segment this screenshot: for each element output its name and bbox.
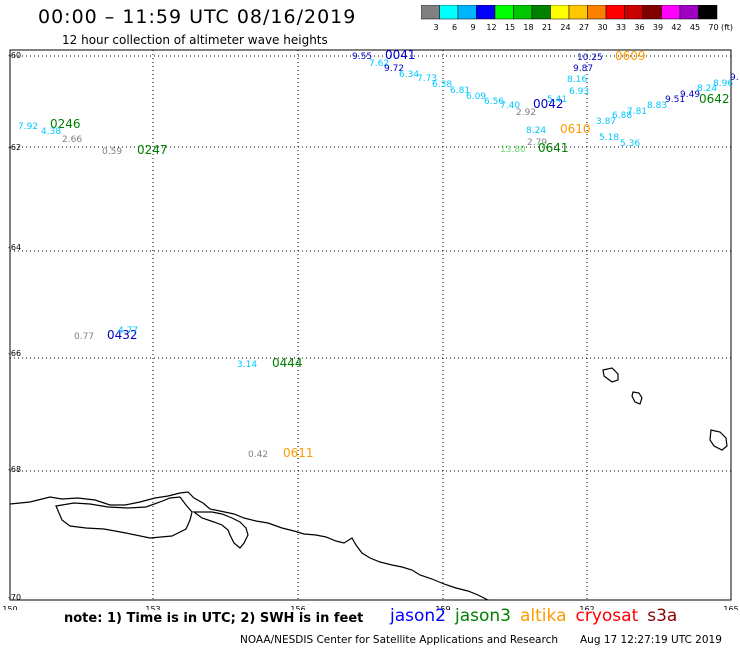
lon-tick-label: 153 <box>145 605 160 610</box>
observation-label: 6.93 <box>569 87 589 97</box>
island-outline <box>709 429 728 451</box>
lon-tick-label: 150 <box>2 605 17 610</box>
observation-label: 7.92 <box>18 122 38 132</box>
observation-label: 6.88 <box>612 111 632 121</box>
page-title: 00:00 – 11:59 UTC 08/16/2019 <box>38 6 357 28</box>
island-outline <box>602 367 619 383</box>
observation-label: 9.51 <box>665 95 685 105</box>
observation-label: 8.83 <box>647 101 667 111</box>
colorbar: 3 6 9 12 15 18 21 24 27 30 33 36 39 42 45 70 (ft) <box>421 5 733 32</box>
observation-label: 0.42 <box>248 450 268 460</box>
lon-tick-label: 156 <box>290 605 305 610</box>
colorbar-tick-label: 3 <box>433 23 438 32</box>
page-subtitle: 12 hour collection of altimeter wave hei… <box>62 33 328 47</box>
observation-label: 0641 <box>538 141 569 155</box>
lon-tick-label: 159 <box>435 605 450 610</box>
observation-label: 8.96 <box>713 79 733 89</box>
lat-tick-label: -62 <box>8 143 21 152</box>
observation-label: 4.38 <box>41 127 61 137</box>
observation-label: 7.40 <box>500 101 520 111</box>
map-frame <box>9 49 732 601</box>
colorbar-tick-label: 18 <box>523 23 533 32</box>
observation-label: 13.80 <box>500 145 526 155</box>
lat-tick-label: -64 <box>8 243 21 252</box>
colorbar-tick-label: 9 <box>470 23 475 32</box>
colorbar-tick-label: 24 <box>560 23 570 32</box>
legend-s3a: s3a <box>647 606 678 626</box>
colorbar-tick-label: 21 <box>542 23 552 32</box>
observation-label: 9.49 <box>680 90 700 100</box>
observation-label: 10.25 <box>577 53 603 63</box>
observation-label: 0042 <box>533 97 564 111</box>
colorbar-tick-label: 27 <box>579 23 589 32</box>
observation-label: 0444 <box>272 356 303 370</box>
observation-label: 7.81 <box>627 107 647 117</box>
colorbar-tick-label: 39 <box>653 23 663 32</box>
observation-label: 0642 <box>699 92 730 106</box>
map-plot: -60 -62 -64 -66 -68 -70 150 153 156 159 162 165 9.55… <box>2 48 739 610</box>
coastline <box>9 491 489 601</box>
observation-label: 6.34 <box>399 70 419 80</box>
observation-label: 0609 <box>615 49 646 63</box>
observation-label: 8.24 <box>697 84 717 94</box>
observation-label: 0.77 <box>74 332 94 342</box>
colorbar-tick-label: 42 <box>671 23 681 32</box>
observation-label: 8.24 <box>526 126 546 136</box>
lat-tick-label: -70 <box>8 593 21 602</box>
observation-label: 2.66 <box>62 135 82 145</box>
lat-tick-label: -66 <box>8 349 21 358</box>
observation-label: 9.72 <box>384 64 404 74</box>
observation-label: 3.87 <box>596 117 616 127</box>
legend-altika: altika <box>520 606 567 626</box>
observation-label: 6.38 <box>432 80 452 90</box>
legend-jason2: jason2 <box>390 606 446 626</box>
observation-label: 3.14 <box>237 360 257 370</box>
lat-tick-label: -68 <box>8 465 21 474</box>
observation-label: 0041 <box>385 48 416 62</box>
observation-label: 7.73 <box>417 74 437 84</box>
legend-cryosat: cryosat <box>575 606 639 626</box>
observation-label: 0611 <box>283 446 314 460</box>
colorbar-tick-label: 6 <box>452 23 457 32</box>
observation-label: 0610 <box>560 122 591 136</box>
observation-label: 5.18 <box>599 133 619 143</box>
observation-label: 9.87 <box>573 64 593 74</box>
legend-jason3: jason3 <box>455 606 511 626</box>
colorbar-tick-label: 33 <box>616 23 626 32</box>
observation-label: 6.56 <box>484 97 504 107</box>
credits-source: NOAA/NESDIS Center for Satellite Applica… <box>240 634 558 646</box>
satellite-legend: jason2 jason3 altika cryosat s3a <box>390 606 686 626</box>
observation-label: 8.16 <box>567 75 587 85</box>
observation-label: 2.92 <box>516 108 536 118</box>
colorbar-tick-label: 36 <box>634 23 644 32</box>
observation-label: 2.79 <box>527 138 547 148</box>
observation-label: 4.77 <box>118 326 138 336</box>
ice-shelf-outline <box>55 496 193 539</box>
island-outline <box>631 391 643 405</box>
observation-label: 0.59 <box>102 147 122 157</box>
colorbar-swatch <box>698 5 718 20</box>
colorbar-tick-label: 45 <box>690 23 700 32</box>
observation-label: 5.36 <box>620 139 640 149</box>
colorbar-tick-label: 15 <box>505 23 515 32</box>
colorbar-tick-label: 70 <box>708 23 718 32</box>
observation-label: 7.62 <box>369 59 389 69</box>
observation-label: 0246 <box>50 117 81 131</box>
observation-label: 9.55 <box>352 52 372 62</box>
observation-label: 5.41 <box>547 95 567 105</box>
observation-label: 9. <box>730 73 739 83</box>
lon-tick-label: 165 <box>723 605 738 610</box>
lat-tick-label: -60 <box>8 51 21 60</box>
observation-label: 6.81 <box>450 86 470 96</box>
credits-timestamp: Aug 17 12:27:19 UTC 2019 <box>580 634 722 646</box>
observation-label: 6.09 <box>466 92 486 102</box>
observation-label: 0247 <box>137 143 168 157</box>
lon-tick-label: 162 <box>579 605 594 610</box>
colorbar-tick-label: 12 <box>486 23 496 32</box>
footnote: note: 1) Time is in UTC; 2) SWH is in fe… <box>64 611 364 626</box>
observation-label: 0432 <box>107 328 138 342</box>
ice-shelf-outline <box>192 511 249 549</box>
colorbar-tick-label: 30 <box>597 23 607 32</box>
colorbar-unit: (ft) <box>721 23 733 32</box>
